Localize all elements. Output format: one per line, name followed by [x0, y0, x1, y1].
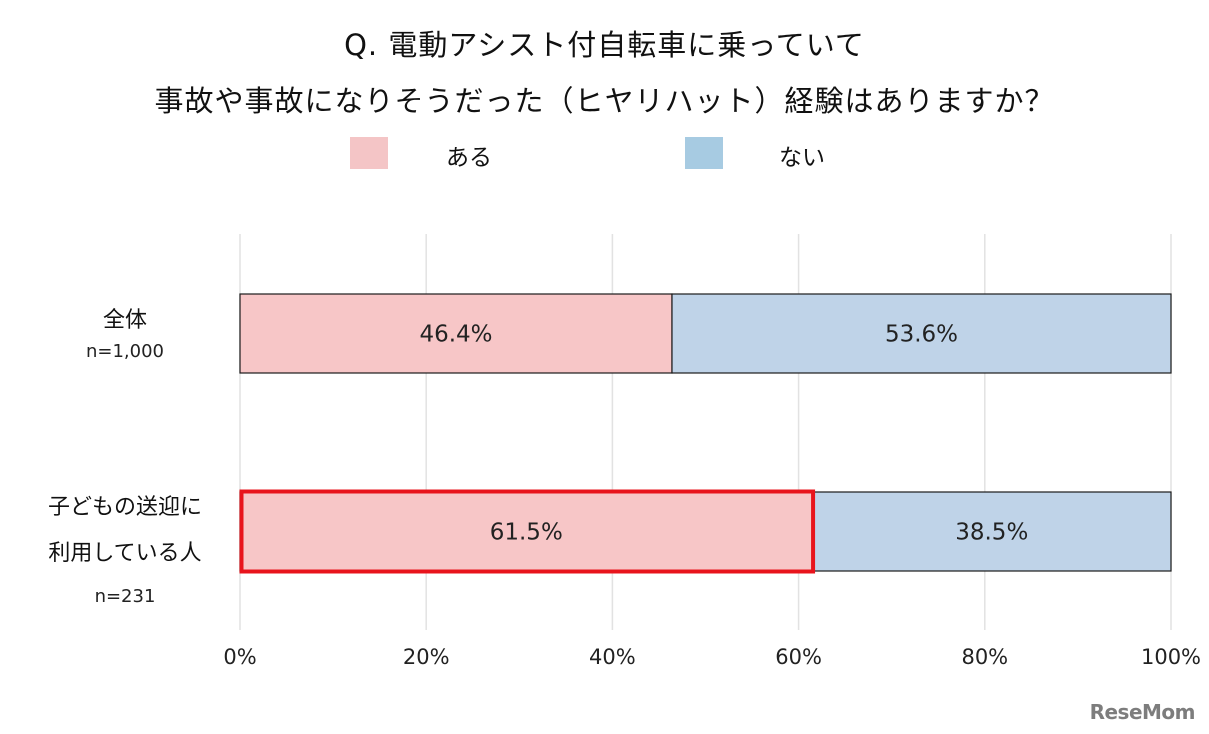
- x-tick-label-1: 20%: [403, 645, 450, 669]
- highlight-frame-1: [239, 489, 816, 574]
- bar-value-label-1-1: 38.5%: [955, 520, 1028, 546]
- bar-0-series-1: [671, 293, 1172, 374]
- x-tick-label-2: 40%: [589, 645, 636, 669]
- bar-1-series-1: [811, 491, 1172, 572]
- category-label-1-line-1: 利用している人: [48, 541, 201, 566]
- x-tick-label-0: 0%: [223, 645, 256, 669]
- category-label-0: 全体: [103, 308, 147, 333]
- bar-1-series-0: [239, 491, 814, 572]
- legend-label-nai: ない: [779, 145, 825, 171]
- x-tick-label-5: 100%: [1141, 645, 1201, 669]
- legend-label-aru: ある: [446, 145, 492, 171]
- bar-0-series-0: [239, 293, 673, 374]
- legend-swatch-aru: [350, 137, 388, 169]
- category-label-1-line-0: 子どもの送迎に: [48, 495, 202, 520]
- x-tick-label-4: 80%: [961, 645, 1008, 669]
- x-tick-label-3: 60%: [775, 645, 822, 669]
- bar-value-label-0-0: 46.4%: [419, 322, 492, 348]
- watermark-logo: ReseMom: [1089, 700, 1196, 724]
- bar-value-label-1-0: 61.5%: [490, 520, 563, 546]
- chart-title-line-1: Q. 電動アシスト付自転車に乗っていて: [344, 28, 865, 62]
- category-n-0: n=1,000: [86, 341, 164, 362]
- legend-swatch-nai: [685, 137, 723, 169]
- category-n-1: n=231: [95, 586, 156, 607]
- bar-value-label-0-1: 53.6%: [885, 322, 958, 348]
- chart-title-line-2: 事故や事故になりそうだった（ヒヤリハット）経験はありますか？: [154, 84, 1055, 118]
